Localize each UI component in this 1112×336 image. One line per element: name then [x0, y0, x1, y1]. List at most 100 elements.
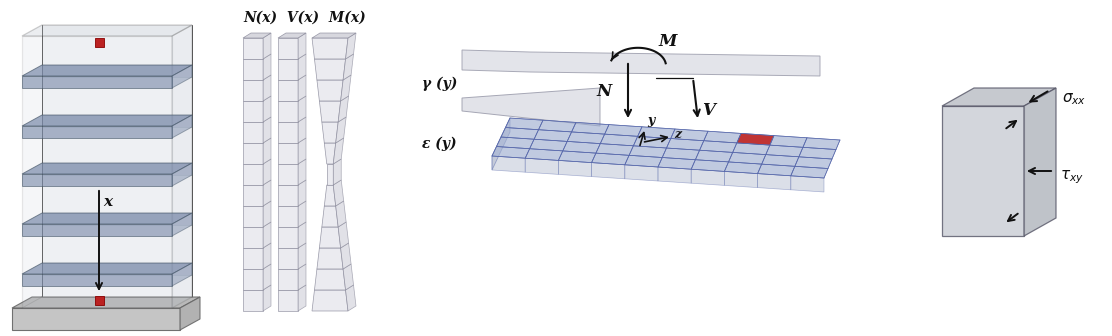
- Polygon shape: [244, 122, 264, 143]
- Polygon shape: [798, 147, 836, 159]
- Polygon shape: [492, 156, 525, 172]
- Polygon shape: [244, 248, 264, 269]
- Polygon shape: [795, 157, 832, 168]
- Polygon shape: [344, 54, 354, 80]
- Polygon shape: [244, 38, 264, 59]
- Polygon shape: [180, 297, 200, 330]
- Polygon shape: [671, 129, 708, 141]
- Polygon shape: [298, 75, 306, 101]
- Polygon shape: [803, 138, 840, 150]
- Polygon shape: [502, 127, 538, 139]
- Polygon shape: [346, 33, 356, 59]
- Text: y: y: [647, 114, 654, 127]
- Polygon shape: [278, 80, 298, 101]
- Polygon shape: [770, 136, 807, 147]
- Polygon shape: [244, 59, 264, 80]
- Text: $\sigma_{xx}$: $\sigma_{xx}$: [1062, 91, 1086, 107]
- Polygon shape: [244, 269, 264, 290]
- Polygon shape: [737, 133, 774, 145]
- Polygon shape: [1024, 88, 1056, 236]
- Polygon shape: [567, 132, 605, 143]
- Polygon shape: [634, 136, 671, 148]
- Polygon shape: [244, 143, 264, 164]
- Polygon shape: [319, 227, 340, 248]
- Polygon shape: [42, 115, 192, 127]
- Polygon shape: [42, 263, 192, 275]
- Polygon shape: [724, 162, 762, 174]
- Polygon shape: [728, 153, 766, 164]
- Polygon shape: [492, 146, 529, 158]
- Polygon shape: [534, 130, 572, 141]
- Polygon shape: [264, 117, 271, 143]
- Polygon shape: [298, 54, 306, 80]
- Polygon shape: [600, 134, 637, 146]
- Polygon shape: [704, 131, 741, 143]
- Text: V: V: [702, 102, 715, 119]
- Polygon shape: [42, 213, 192, 225]
- Polygon shape: [172, 263, 192, 286]
- Polygon shape: [298, 285, 306, 311]
- Polygon shape: [572, 122, 609, 134]
- Polygon shape: [338, 96, 349, 122]
- Polygon shape: [264, 54, 271, 80]
- Polygon shape: [22, 115, 192, 126]
- Polygon shape: [344, 264, 354, 290]
- Polygon shape: [22, 174, 172, 186]
- Polygon shape: [298, 117, 306, 143]
- Polygon shape: [724, 171, 757, 187]
- Polygon shape: [319, 101, 340, 122]
- Polygon shape: [558, 160, 592, 177]
- Polygon shape: [346, 285, 356, 311]
- Polygon shape: [264, 264, 271, 290]
- Polygon shape: [264, 96, 271, 122]
- Polygon shape: [172, 213, 192, 236]
- Polygon shape: [757, 164, 795, 176]
- Polygon shape: [298, 264, 306, 290]
- Polygon shape: [558, 151, 596, 163]
- Polygon shape: [538, 120, 576, 132]
- Polygon shape: [278, 38, 298, 59]
- Polygon shape: [172, 65, 192, 88]
- Polygon shape: [791, 176, 824, 192]
- Polygon shape: [22, 274, 172, 286]
- Polygon shape: [278, 206, 298, 227]
- Polygon shape: [264, 285, 271, 311]
- Polygon shape: [327, 164, 334, 185]
- Polygon shape: [244, 101, 264, 122]
- Polygon shape: [22, 224, 172, 236]
- Polygon shape: [22, 65, 192, 76]
- Polygon shape: [264, 159, 271, 185]
- Polygon shape: [278, 227, 298, 248]
- Bar: [95, 38, 103, 47]
- Polygon shape: [625, 155, 663, 167]
- Text: M: M: [658, 33, 676, 50]
- Polygon shape: [733, 143, 770, 155]
- Polygon shape: [298, 159, 306, 185]
- Polygon shape: [22, 76, 172, 88]
- Polygon shape: [278, 33, 306, 38]
- Polygon shape: [658, 158, 695, 169]
- Polygon shape: [312, 290, 348, 311]
- Polygon shape: [42, 65, 192, 77]
- Polygon shape: [461, 88, 600, 126]
- Polygon shape: [336, 117, 346, 143]
- Polygon shape: [529, 139, 567, 151]
- Polygon shape: [264, 138, 271, 164]
- Polygon shape: [278, 59, 298, 80]
- Polygon shape: [629, 146, 666, 158]
- Polygon shape: [637, 127, 675, 138]
- Polygon shape: [22, 25, 192, 36]
- Polygon shape: [264, 33, 271, 59]
- Polygon shape: [244, 290, 264, 311]
- Polygon shape: [244, 227, 264, 248]
- Polygon shape: [298, 33, 306, 59]
- Polygon shape: [338, 222, 349, 248]
- Polygon shape: [321, 122, 338, 143]
- Polygon shape: [757, 174, 791, 190]
- Polygon shape: [298, 180, 306, 206]
- Bar: [95, 296, 103, 305]
- Polygon shape: [592, 153, 629, 165]
- Polygon shape: [22, 263, 192, 274]
- Polygon shape: [298, 201, 306, 227]
- Polygon shape: [317, 80, 344, 101]
